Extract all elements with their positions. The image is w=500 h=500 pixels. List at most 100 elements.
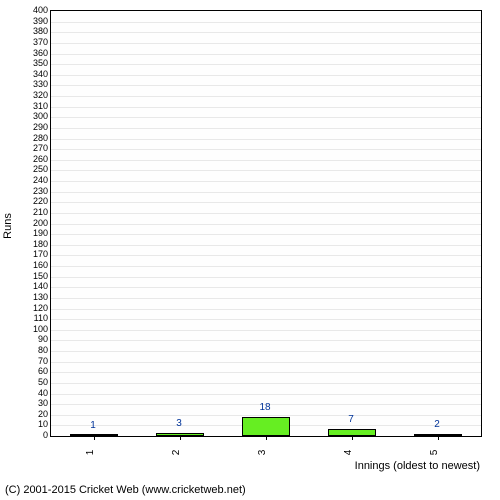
x-tick-mark	[352, 436, 353, 440]
gridline	[51, 245, 481, 246]
y-tick-label: 110	[34, 313, 48, 323]
x-axis-title: Innings (oldest to newest)	[355, 460, 480, 472]
gridline	[51, 309, 481, 310]
bar-value-label: 3	[176, 418, 182, 429]
y-tick-label: 100	[33, 324, 48, 334]
y-tick-label: 350	[33, 58, 48, 68]
y-tick-label: 280	[33, 133, 48, 143]
gridline	[51, 85, 481, 86]
y-tick-label: 230	[33, 186, 48, 196]
y-tick-label: 160	[33, 260, 48, 270]
gridline	[51, 75, 481, 76]
y-tick-label: 20	[38, 409, 48, 419]
gridline	[51, 54, 481, 55]
y-tick-label: 80	[38, 345, 48, 355]
gridline	[51, 128, 481, 129]
y-tick-label: 390	[33, 16, 48, 26]
y-tick-label: 300	[33, 111, 48, 121]
gridline	[51, 139, 481, 140]
gridline	[51, 213, 481, 214]
x-tick-label: 4	[343, 450, 354, 456]
gridline	[51, 181, 481, 182]
y-tick-label: 380	[33, 26, 48, 36]
gridline	[51, 298, 481, 299]
gridline	[51, 170, 481, 171]
gridline	[51, 224, 481, 225]
gridline	[51, 202, 481, 203]
y-tick-label: 340	[33, 69, 48, 79]
y-tick-label: 130	[33, 292, 48, 302]
y-tick-label: 370	[33, 37, 48, 47]
gridline	[51, 96, 481, 97]
gridline	[51, 255, 481, 256]
gridline	[51, 32, 481, 33]
gridline	[51, 319, 481, 320]
y-tick-label: 320	[33, 90, 48, 100]
y-tick-label: 210	[33, 207, 48, 217]
gridline	[51, 277, 481, 278]
y-tick-label: 330	[33, 79, 48, 89]
gridline	[51, 149, 481, 150]
gridline	[51, 394, 481, 395]
y-tick-label: 0	[43, 430, 48, 440]
gridline	[51, 340, 481, 341]
x-tick-mark	[438, 436, 439, 440]
y-tick-label: 60	[38, 366, 48, 376]
gridline	[51, 266, 481, 267]
y-tick-label: 400	[33, 5, 48, 15]
bar-value-label: 7	[348, 414, 354, 425]
bar	[328, 429, 375, 436]
gridline	[51, 234, 481, 235]
y-tick-label: 170	[33, 249, 48, 259]
copyright-text: (C) 2001-2015 Cricket Web (www.cricketwe…	[5, 484, 246, 496]
y-tick-label: 120	[33, 303, 48, 313]
x-tick-label: 3	[257, 450, 268, 456]
gridline	[51, 351, 481, 352]
gridline	[51, 64, 481, 65]
y-tick-label: 310	[33, 101, 48, 111]
gridline	[51, 160, 481, 161]
gridline	[51, 192, 481, 193]
y-tick-label: 140	[33, 281, 48, 291]
gridline	[51, 22, 481, 23]
y-tick-label: 40	[38, 388, 48, 398]
y-tick-label: 50	[38, 377, 48, 387]
x-tick-label: 1	[85, 450, 96, 456]
y-tick-label: 30	[38, 398, 48, 408]
y-tick-label: 200	[33, 218, 48, 228]
y-tick-label: 10	[38, 419, 48, 429]
x-tick-label: 5	[429, 450, 440, 456]
y-tick-label: 270	[33, 143, 48, 153]
gridline	[51, 415, 481, 416]
gridline	[51, 43, 481, 44]
bar	[242, 417, 289, 436]
gridline	[51, 330, 481, 331]
y-tick-label: 220	[33, 196, 48, 206]
y-tick-label: 90	[38, 334, 48, 344]
gridline	[51, 107, 481, 108]
y-tick-label: 240	[33, 175, 48, 185]
gridline	[51, 287, 481, 288]
y-tick-label: 190	[33, 228, 48, 238]
y-tick-label: 260	[33, 154, 48, 164]
y-tick-label: 290	[33, 122, 48, 132]
bar-value-label: 1	[90, 420, 96, 431]
y-tick-label: 150	[33, 271, 48, 281]
y-axis-title: Runs	[2, 213, 14, 239]
plot-area	[50, 10, 482, 437]
bar-value-label: 2	[434, 419, 440, 430]
y-tick-label: 250	[33, 164, 48, 174]
y-tick-label: 70	[38, 356, 48, 366]
gridline	[51, 117, 481, 118]
y-tick-label: 180	[33, 239, 48, 249]
gridline	[51, 372, 481, 373]
x-tick-mark	[94, 436, 95, 440]
gridline	[51, 383, 481, 384]
gridline	[51, 362, 481, 363]
bar-value-label: 18	[259, 402, 270, 413]
x-tick-label: 2	[171, 450, 182, 456]
x-tick-mark	[180, 436, 181, 440]
y-tick-label: 360	[33, 48, 48, 58]
x-tick-mark	[266, 436, 267, 440]
chart-container: Runs Innings (oldest to newest) (C) 2001…	[0, 0, 500, 500]
